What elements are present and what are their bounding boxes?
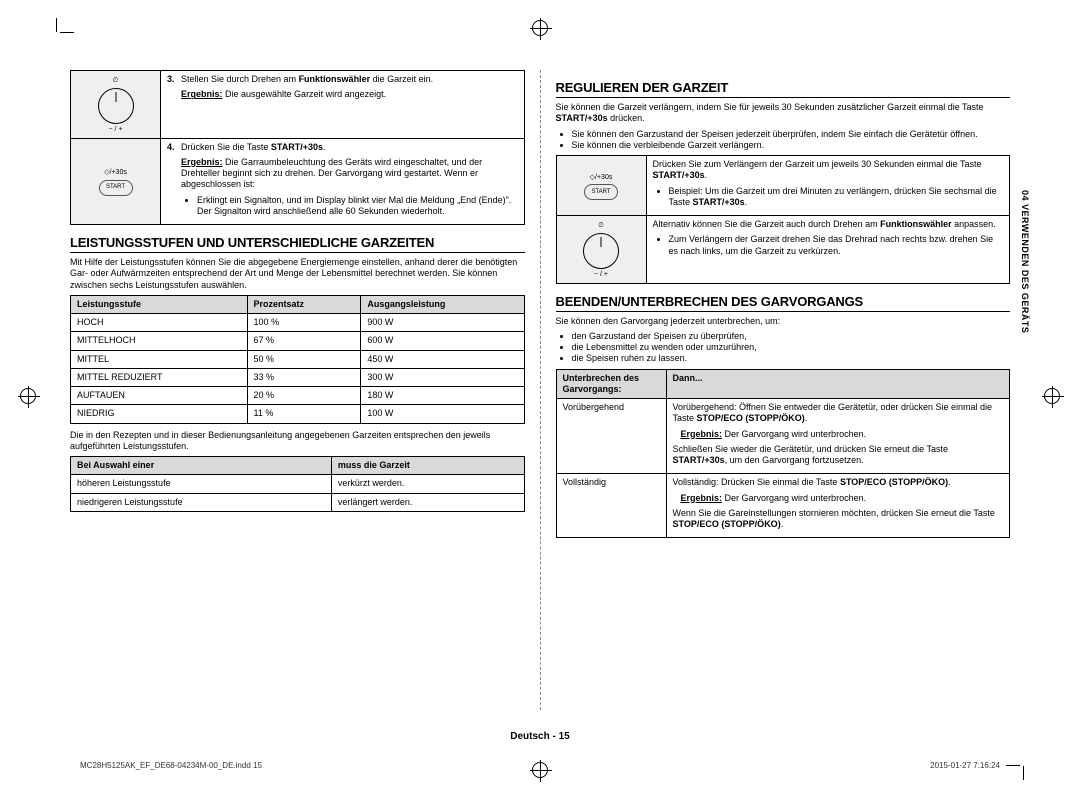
page-columns: ⏲ − / + 3.Stellen Sie durch Drehen am Fu… — [70, 70, 1010, 710]
stop-full: Vollständig — [556, 474, 666, 538]
th-time: muss die Garzeit — [331, 457, 524, 475]
right-column: REGULIEREN DER GARZEIT Sie können die Ga… — [556, 70, 1011, 710]
power-note: Die in den Rezepten und in dieser Bedien… — [70, 430, 525, 453]
heading-regulate-time: REGULIEREN DER GARZEIT — [556, 80, 1011, 98]
regulate-bullets: Sie können den Garzustand der Speisen je… — [556, 129, 1011, 152]
th-percent: Prozentsatz — [247, 295, 361, 313]
list-item: Sie können die verbleibende Garzeit verl… — [572, 140, 1011, 151]
icon-dial-cell: ⏲ − / + — [556, 216, 646, 284]
meta-filename: MC28H5125AK_EF_DE68-04234M-00_DE.indd 15 — [80, 761, 262, 770]
list-item: die Lebensmittel zu wenden oder umzurühr… — [572, 342, 1011, 353]
instr-step-4: 4.Drücken Sie die Taste START/+30s. Erge… — [161, 138, 525, 225]
th-select: Bei Auswahl einer — [71, 457, 332, 475]
page-footer: Deutsch - 15 — [0, 731, 1080, 742]
instruction-table: ⏲ − / + 3.Stellen Sie durch Drehen am Fu… — [70, 70, 525, 225]
th-then: Dann... — [666, 369, 1010, 399]
th-level: Leistungsstufe — [71, 295, 248, 313]
stop-intro: Sie können den Garvorgang jederzeit unte… — [556, 316, 1011, 327]
left-column: ⏲ − / + 3.Stellen Sie durch Drehen am Fu… — [70, 70, 525, 710]
power-intro: Mit Hilfe der Leistungsstufen können Sie… — [70, 257, 525, 291]
instr-step-3: 3.Stellen Sie durch Drehen am Funktionsw… — [161, 71, 525, 139]
stop-table: Unterbrechen des Garvorgangs: Dann... Vo… — [556, 369, 1011, 539]
stop-full-desc: Vollständig: Drücken Sie einmal die Tast… — [666, 474, 1010, 538]
stop-temp-desc: Vorübergehend: Öffnen Sie entweder die G… — [666, 399, 1010, 474]
heading-stop-cooking: BEENDEN/UNTERBRECHEN DES GARVORGANGS — [556, 294, 1011, 312]
heading-power-levels: LEISTUNGSSTUFEN UND UNTERSCHIEDLICHE GAR… — [70, 235, 525, 253]
reg-row-2: Alternativ können Sie die Garzeit auch d… — [646, 216, 1010, 284]
adjust-table: Bei Auswahl einer muss die Garzeit höher… — [70, 456, 525, 512]
stop-temp: Vorübergehend — [556, 399, 666, 474]
icon-button-cell: ◇/+30s START — [71, 138, 161, 225]
reg-row-1: Drücken Sie zum Verlängern der Garzeit u… — [646, 156, 1010, 216]
list-item: Sie können den Garzustand der Speisen je… — [572, 129, 1011, 140]
column-divider — [540, 70, 541, 710]
list-item: die Speisen ruhen zu lassen. — [572, 353, 1011, 364]
th-interrupt: Unterbrechen des Garvorgangs: — [556, 369, 666, 399]
instr-bullet: Erklingt ein Signalton, und im Display b… — [197, 195, 518, 218]
meta-timestamp: 2015-01-27 7:16:24 — [930, 761, 1000, 770]
stop-bullets: den Garzustand der Speisen zu überprüfen… — [556, 331, 1011, 365]
th-output: Ausgangsleistung — [361, 295, 524, 313]
regulate-intro: Sie können die Garzeit verlängern, indem… — [556, 102, 1011, 125]
side-tab: 04 VERWENDEN DES GERÄTS — [1020, 190, 1030, 333]
list-item: den Garzustand der Speisen zu überprüfen… — [572, 331, 1011, 342]
icon-dial-cell: ⏲ − / + — [71, 71, 161, 139]
regulate-table: ◇/+30s START Drücken Sie zum Verlängern … — [556, 155, 1011, 284]
icon-button-cell: ◇/+30s START — [556, 156, 646, 216]
power-table: Leistungsstufe Prozentsatz Ausgangsleist… — [70, 295, 525, 424]
